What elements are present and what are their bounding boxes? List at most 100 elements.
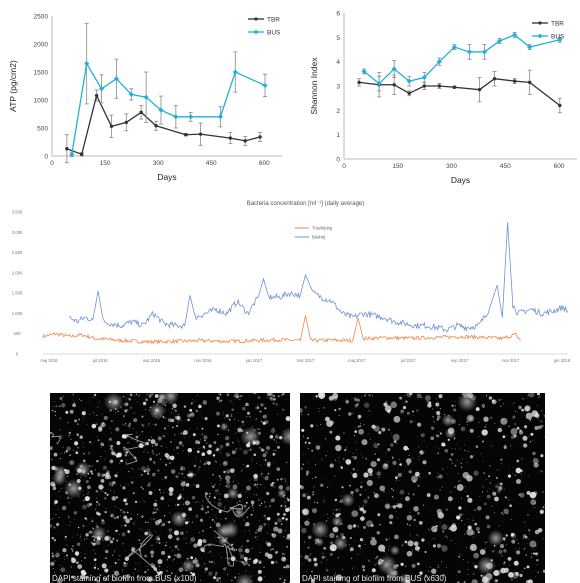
cell-spot: [163, 492, 165, 494]
cell-spot: [204, 571, 206, 573]
cell-spot: [387, 461, 389, 462]
cell-spot: [103, 496, 107, 500]
cell-spot: [473, 470, 479, 476]
cell-spot: [123, 519, 125, 522]
cell-spot: [53, 539, 56, 542]
cell-spot: [348, 412, 352, 416]
cell-spot: [193, 543, 198, 548]
cell-spot: [182, 488, 184, 490]
cell-spot: [350, 398, 352, 400]
cell-spot: [138, 539, 140, 541]
y-tick-label: 0: [16, 352, 19, 357]
cell-spot: [274, 560, 278, 564]
cell-spot: [467, 497, 473, 503]
cell-spot: [411, 475, 418, 483]
cell-spot: [220, 464, 221, 465]
cell-spot: [542, 506, 545, 509]
cell-spot: [89, 503, 93, 506]
cell-spot: [147, 452, 149, 454]
cell-spot: [173, 558, 175, 560]
cell-spot: [215, 448, 219, 452]
cell-spot: [507, 556, 512, 561]
cell-spot: [142, 576, 143, 578]
cell-spot: [526, 490, 531, 495]
cell-spot: [244, 530, 246, 532]
cell-spot: [459, 554, 461, 556]
cell-spot: [166, 521, 168, 523]
cell-spot: [525, 412, 533, 420]
cell-spot: [171, 408, 174, 410]
cell-spot: [368, 478, 370, 480]
cell-spot: [154, 530, 156, 532]
data-point: [139, 110, 143, 115]
cell-spot: [112, 537, 115, 540]
cell-spot: [219, 393, 222, 396]
cell-spot: [198, 404, 202, 409]
cell-spot: [336, 460, 338, 462]
cell-spot: [199, 518, 204, 522]
bright-cluster: [333, 536, 348, 551]
cell-spot: [189, 408, 193, 412]
cell-spot: [84, 408, 86, 410]
cell-spot: [531, 552, 533, 555]
cell-spot: [147, 471, 148, 473]
cell-spot: [409, 511, 411, 513]
cell-spot: [335, 574, 343, 581]
cell-spot: [147, 577, 153, 582]
cell-spot: [69, 454, 71, 456]
cell-spot: [361, 439, 368, 446]
cell-spot: [157, 436, 162, 441]
cell-spot: [340, 495, 342, 497]
cell-spot: [130, 406, 132, 408]
cell-spot: [326, 559, 328, 561]
cell-spot: [181, 466, 183, 468]
cell-spot: [536, 405, 538, 407]
cell-spot: [76, 555, 78, 557]
cell-spot: [96, 504, 98, 506]
cell-spot: [110, 444, 114, 448]
cell-spot: [64, 451, 65, 453]
cell-spot: [195, 440, 200, 445]
cell-spot: [98, 504, 100, 506]
cell-spot: [167, 555, 171, 559]
cell-spot: [109, 445, 111, 446]
cell-spot: [302, 508, 309, 516]
cell-spot: [251, 547, 253, 549]
cell-spot: [215, 517, 217, 519]
cell-spot: [250, 500, 255, 505]
cell-spot: [539, 509, 544, 514]
cell-spot: [244, 524, 246, 526]
x-tick-label: 300: [446, 163, 457, 170]
cell-spot: [266, 532, 268, 534]
cell-spot: [527, 528, 531, 532]
cell-spot: [137, 570, 139, 572]
cell-spot: [204, 460, 206, 461]
cell-spot: [263, 566, 265, 568]
cell-spot: [392, 433, 400, 441]
cell-spot: [65, 554, 69, 557]
cell-spot: [225, 483, 231, 489]
cell-spot: [437, 452, 439, 454]
bright-cluster: [466, 414, 476, 423]
cell-spot: [326, 420, 333, 428]
cell-spot: [403, 445, 409, 451]
cell-spot: [353, 397, 355, 398]
cell-spot: [68, 435, 70, 437]
cell-spot: [338, 512, 341, 516]
cell-spot: [518, 430, 524, 435]
cell-spot: [124, 402, 129, 407]
cell-spot: [286, 398, 288, 400]
cell-spot: [396, 443, 398, 445]
cell-spot: [225, 517, 227, 519]
cell-spot: [373, 491, 375, 493]
cell-spot: [334, 409, 337, 412]
cell-spot: [124, 409, 128, 413]
cell-spot: [259, 410, 262, 413]
cell-spot: [217, 433, 219, 436]
cell-spot: [270, 560, 275, 565]
cell-spot: [240, 492, 241, 494]
cell-spot: [169, 532, 171, 534]
cell-spot: [245, 548, 247, 551]
cell-spot: [167, 566, 168, 568]
data-point: [492, 77, 497, 81]
